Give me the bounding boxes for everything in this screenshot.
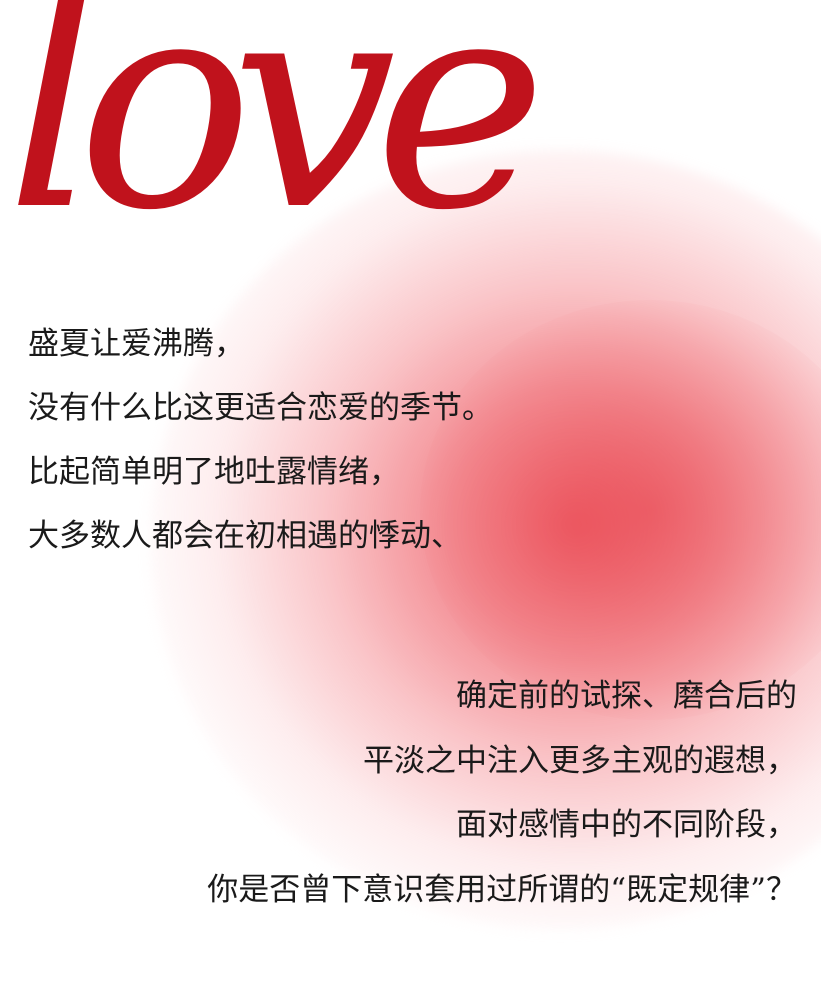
continuation-line: 面对感情中的不同阶段， [456,807,797,843]
continuation-line: 你是否曾下意识套用过所谓的“既定规律”？ [207,871,797,908]
love-headline: love [6,0,547,274]
continuation-line: 确定前的试探、磨合后的 [456,678,797,714]
intro-line: 比起简单明了地吐露情绪， [28,454,400,490]
intro-paragraph: 盛夏让爱沸腾， 没有什么比这更适合恋爱的季节。 比起简单明了地吐露情绪， 大多数… [28,312,493,568]
pink-glow-core [420,300,821,720]
continuation-paragraph: 确定前的试探、磨合后的 平淡之中注入更多主观的遐想， 面对感情中的不同阶段， 你… [207,664,797,922]
intro-line: 没有什么比这更适合恋爱的季节。 [28,390,493,426]
continuation-line: 平淡之中注入更多主观的遐想， [363,742,797,779]
intro-line: 大多数人都会在初相遇的悸动、 [28,518,462,554]
intro-line: 盛夏让爱沸腾， [28,326,245,362]
